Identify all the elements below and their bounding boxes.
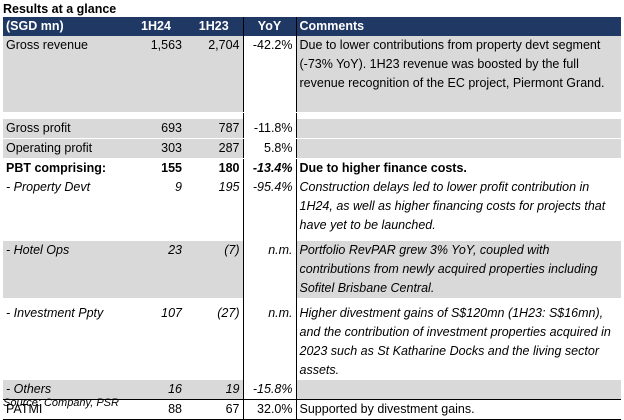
- value-1h23: 19: [185, 380, 243, 400]
- spacer-row: [3, 298, 621, 304]
- table-row-gross-revenue: Gross revenue 1,563 2,704 -42.2% Due to …: [3, 36, 621, 113]
- value-1h24: 303: [127, 138, 185, 159]
- value-1h23: (27): [217, 306, 240, 320]
- row-comment: Portfolio RevPAR grew 3% YoY, coupled wi…: [296, 241, 621, 298]
- row-label: - Hotel Ops: [3, 241, 127, 298]
- value-1h23: 180: [218, 161, 240, 175]
- row-label: - Investment Ppty: [6, 306, 104, 320]
- table-row-hotel-ops: - Hotel Ops 23 (7) n.m. Portfolio RevPAR…: [3, 241, 621, 298]
- row-comment: Supported by divestment gains.: [296, 399, 621, 420]
- value-yoy: -15.8%: [242, 380, 297, 400]
- row-label: Gross profit: [3, 119, 127, 139]
- table-row-pbt: PBT comprising: 155 180 -13.4% Due to hi…: [3, 158, 621, 178]
- header-comments: Comments: [296, 17, 621, 36]
- value-1h24: 1,563: [127, 36, 185, 113]
- value-1h24: 23: [127, 241, 185, 298]
- table-row-property-devt: - Property Devt 9 195 -95.4% Constructio…: [3, 178, 621, 235]
- value-1h24: 9: [175, 180, 182, 194]
- row-comment: Due to higher finance costs.: [299, 161, 467, 175]
- header-1h24: 1H24: [127, 17, 185, 36]
- value-1h23: 287: [185, 138, 243, 159]
- table-row-operating-profit: Operating profit 303 287 5.8%: [3, 138, 621, 159]
- value-yoy: n.m.: [242, 304, 297, 380]
- value-yoy: -11.8%: [242, 119, 297, 139]
- value-1h23: (7): [185, 241, 243, 298]
- table-row-investment-ppty: - Investment Ppty 107 (27) n.m. Higher d…: [3, 304, 621, 380]
- value-1h23: 787: [185, 119, 243, 139]
- header-label: (SGD mn): [3, 17, 127, 36]
- value-1h24: 16: [127, 380, 185, 400]
- value-yoy: 5.8%: [242, 138, 297, 159]
- row-comment: [296, 380, 621, 400]
- table-row-gross-profit: Gross profit 693 787 -11.8%: [3, 119, 621, 139]
- value-1h23: 195: [218, 180, 240, 194]
- value-yoy: -95.4%: [242, 178, 297, 235]
- value-1h23: 2,704: [185, 36, 243, 113]
- header-1h23: 1H23: [185, 17, 243, 36]
- value-1h24: 107: [161, 306, 182, 320]
- value-1h24: 693: [127, 119, 185, 139]
- value-yoy: -13.4%: [242, 158, 297, 178]
- row-comment: Due to lower contributions from property…: [296, 36, 621, 113]
- row-comment: [296, 119, 621, 139]
- row-comment: Construction delays led to lower profit …: [299, 180, 606, 232]
- page-title: Results at a glance: [3, 2, 117, 16]
- value-1h24: 155: [161, 161, 182, 175]
- value-yoy: n.m.: [242, 241, 297, 298]
- value-1h24: 88: [127, 399, 185, 420]
- row-label: Operating profit: [3, 138, 127, 159]
- row-label: - Others: [3, 380, 127, 400]
- table-header-row: (SGD mn) 1H24 1H23 YoY Comments: [3, 17, 621, 36]
- results-table: (SGD mn) 1H24 1H23 YoY Comments Gross re…: [3, 17, 621, 420]
- row-label: - Property Devt: [6, 180, 91, 194]
- row-comment: Higher divestment gains of S$120mn (1H23…: [299, 306, 611, 377]
- value-1h23: 67: [185, 399, 243, 420]
- table-row-others: - Others 16 19 -15.8%: [3, 380, 621, 400]
- spacer-row: [3, 112, 621, 119]
- value-yoy: 32.0%: [242, 399, 297, 420]
- header-yoy: YoY: [242, 17, 297, 36]
- source-note: Source: Company, PSR: [3, 397, 119, 409]
- spacer-row: [3, 235, 621, 241]
- row-label: Gross revenue: [3, 36, 127, 113]
- value-yoy: -42.2%: [242, 36, 297, 113]
- row-label: PBT comprising:: [6, 161, 107, 175]
- row-comment: [296, 138, 621, 159]
